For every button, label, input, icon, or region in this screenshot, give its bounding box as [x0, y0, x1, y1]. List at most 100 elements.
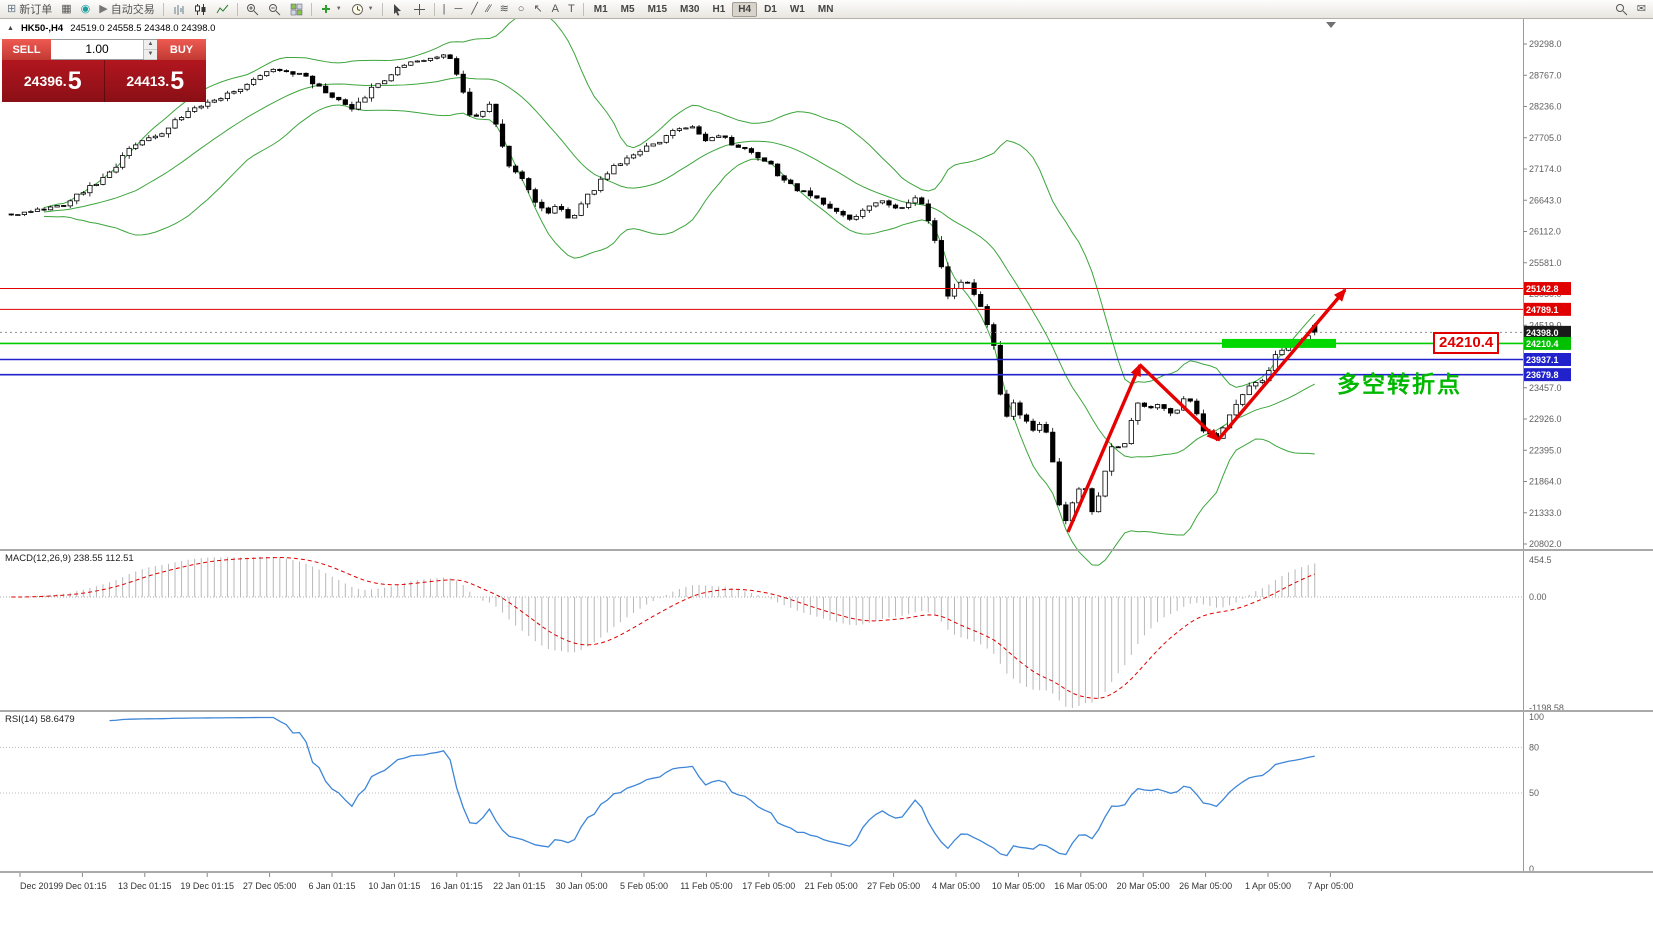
period-clock-button[interactable]: ▼: [347, 0, 378, 18]
auto-trading-label: 自动交易: [110, 4, 155, 16]
tab-timeframe-w1[interactable]: W1: [789, 3, 805, 15]
cursor-tool-button[interactable]: [387, 0, 408, 18]
price-lines[interactable]: [0, 288, 1523, 376]
window-icon: ▦: [61, 3, 72, 15]
svg-text:26 Mar 05:00: 26 Mar 05:00: [1179, 881, 1232, 891]
svg-text:24210.4: 24210.4: [1526, 339, 1559, 349]
buy-button[interactable]: BUY: [157, 39, 206, 60]
autoscroll-marker[interactable]: [1326, 22, 1336, 28]
tab-timeframe-h1[interactable]: H1: [712, 3, 726, 15]
panel-resize-handle[interactable]: [0, 549, 1653, 551]
auto-trading-icon: ▶: [99, 3, 108, 15]
channel-tool[interactable]: ∕∕: [486, 3, 491, 15]
svg-text:100: 100: [1529, 712, 1544, 722]
new-order-button[interactable]: ⊞ 新订单: [3, 0, 56, 18]
arrow-object-tool[interactable]: ↖: [533, 3, 543, 15]
fibonacci-tool[interactable]: ≋: [499, 3, 509, 15]
tile-windows-button[interactable]: [286, 0, 307, 18]
tab-timeframe-m5[interactable]: M5: [620, 3, 635, 15]
svg-text:24398.0: 24398.0: [1526, 328, 1559, 338]
svg-text:24789.1: 24789.1: [1526, 305, 1559, 315]
svg-text:10 Mar 05:00: 10 Mar 05:00: [992, 881, 1045, 891]
svg-text:17 Feb 05:00: 17 Feb 05:00: [742, 881, 795, 891]
svg-text:0: 0: [1529, 864, 1534, 874]
panel-resize-handle[interactable]: [0, 871, 1653, 873]
zoom-in-icon: [246, 3, 259, 15]
ellipse-shape-tool[interactable]: ○: [517, 3, 525, 15]
search-button[interactable]: [1611, 0, 1632, 18]
sell-price-big: 5: [67, 66, 82, 95]
line-chart-mode-button[interactable]: [212, 0, 233, 18]
panel-resize-handle[interactable]: [0, 710, 1653, 712]
volume-value[interactable]: 1.00: [85, 42, 109, 56]
horizontal-line-tool[interactable]: ─: [454, 3, 463, 15]
search-icon: [1615, 3, 1628, 15]
volume-up-icon[interactable]: ▲: [144, 40, 157, 50]
clock-icon: [351, 3, 363, 15]
svg-text:24519.0: 24519.0: [1529, 320, 1562, 330]
svg-text:28236.0: 28236.0: [1529, 102, 1562, 112]
sell-button[interactable]: SELL: [2, 39, 51, 60]
buy-price-big: 5: [170, 66, 185, 95]
globe-icon: ◉: [80, 3, 91, 15]
svg-text:19 Dec 01:15: 19 Dec 01:15: [180, 881, 234, 891]
sell-price[interactable]: 24396. 5: [2, 60, 105, 102]
tab-timeframe-d1[interactable]: D1: [764, 3, 777, 15]
tab-timeframe-h4[interactable]: H4: [732, 1, 758, 17]
volume-stepper[interactable]: 1.00 ▲ ▼: [51, 39, 157, 60]
market-watch-icon[interactable]: ◉: [77, 0, 95, 18]
add-indicator-button[interactable]: ▼: [316, 0, 346, 18]
indicator-plus-icon: [321, 5, 330, 13]
tab-timeframe-m1[interactable]: M1: [593, 3, 608, 15]
buy-price[interactable]: 24413. 5: [105, 60, 207, 102]
svg-text:11 Feb 05:00: 11 Feb 05:00: [680, 881, 732, 891]
text-label-tool[interactable]: T: [568, 3, 575, 15]
line-chart-icon: [216, 4, 229, 13]
rsi-panel: 100 80 50 0: [0, 712, 1544, 874]
collapse-panel-icon[interactable]: ▲: [7, 25, 14, 32]
candlestick-mode-button[interactable]: [190, 0, 211, 18]
charts-window-icon[interactable]: ▦: [57, 0, 75, 18]
zoom-out-button[interactable]: [264, 0, 285, 18]
svg-text:23679.8: 23679.8: [1526, 370, 1559, 380]
sell-price-small: 24396.: [23, 73, 67, 89]
svg-text:50: 50: [1529, 788, 1539, 798]
toolbar-separator: [582, 2, 584, 16]
volume-spinner: ▲ ▼: [143, 40, 157, 60]
crosshair-tool-button[interactable]: [409, 0, 430, 18]
auto-trading-button[interactable]: ▶ 自动交易: [95, 0, 158, 18]
trendline-tool[interactable]: ╱: [471, 3, 478, 15]
zoom-in-button[interactable]: [242, 0, 263, 18]
tile-windows-icon: [290, 3, 302, 15]
svg-text:6 Jan 01:15: 6 Jan 01:15: [308, 881, 355, 891]
turning-point-annotation[interactable]: 多空转折点: [1337, 371, 1462, 397]
svg-text:16 Jan 01:15: 16 Jan 01:15: [431, 881, 483, 891]
svg-text:21864.0: 21864.0: [1529, 477, 1562, 487]
svg-text:22926.0: 22926.0: [1529, 414, 1562, 424]
time-axis[interactable]: Dec 2019 9 Dec 01:15 13 Dec 01:15 19 Dec 01…: [19, 873, 1353, 891]
bar-chart-mode-button[interactable]: [168, 0, 189, 18]
chevron-down-icon: ▼: [367, 6, 374, 12]
zigzag-arrows[interactable]: [1066, 288, 1347, 533]
toolbar-separator: [433, 2, 435, 16]
toolbar-separator: [236, 2, 238, 16]
vertical-line-tool[interactable]: |: [442, 3, 446, 15]
support-zone-highlight[interactable]: [1222, 338, 1336, 348]
svg-text:26112.0: 26112.0: [1529, 227, 1561, 237]
svg-text:22395.0: 22395.0: [1529, 445, 1562, 455]
tab-timeframe-mn[interactable]: MN: [817, 3, 834, 15]
svg-text:23457.0: 23457.0: [1529, 383, 1562, 393]
tab-timeframe-m30[interactable]: M30: [680, 3, 700, 15]
one-click-trading-panel: SELL 1.00 ▲ ▼ BUY 24396. 5 24413. 5: [2, 39, 206, 102]
symbol-timeframe: HK50-,H4: [20, 23, 64, 34]
price-axis[interactable]: 29298.0 28767.0 28236.0 27705.0 27174.0 26643…: [1523, 18, 1571, 872]
tab-timeframe-m15[interactable]: M15: [647, 3, 668, 15]
price-callout-label[interactable]: 24210.4: [1433, 332, 1500, 354]
message-button[interactable]: ✉: [1636, 3, 1646, 15]
volume-down-icon[interactable]: ▼: [144, 50, 157, 60]
bollinger-bands: [43, 11, 1316, 566]
bar-chart-icon: [174, 4, 184, 15]
toolbar-separator: [162, 2, 164, 16]
text-tool[interactable]: A: [551, 3, 560, 15]
